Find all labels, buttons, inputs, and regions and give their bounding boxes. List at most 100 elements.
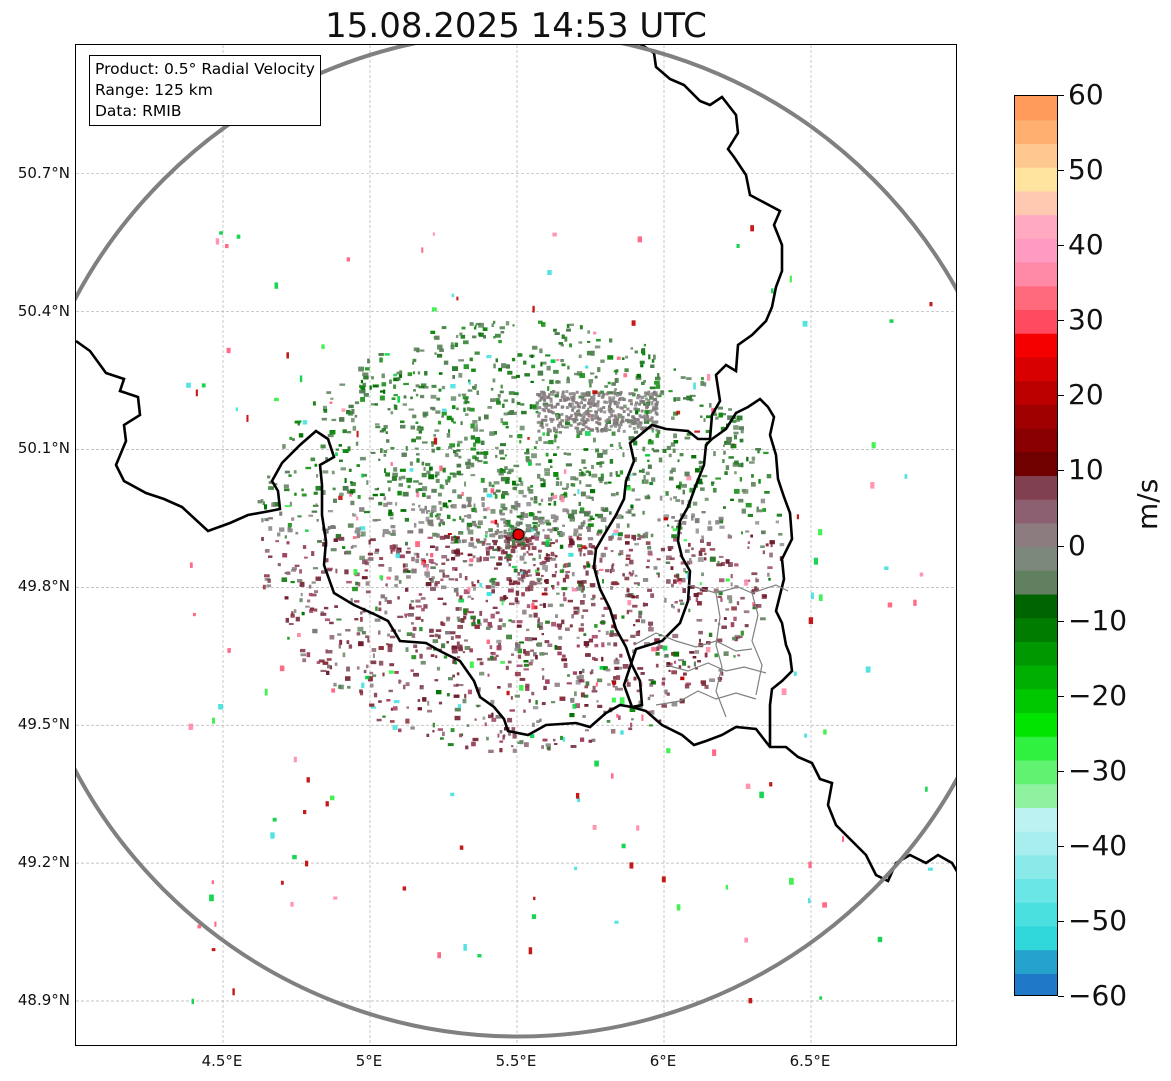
lat-tick-label: 49.5°N (17, 715, 70, 734)
colorbar-tick-label: 30 (1068, 303, 1104, 337)
colorbar-tick-mark (1058, 620, 1064, 622)
velocity-colorbar (1014, 95, 1058, 996)
colorbar-tick-label: 20 (1068, 378, 1104, 412)
admin-border-2 (665, 662, 767, 674)
colorbar-tick-mark (1058, 770, 1064, 772)
colorbar-segment-19 (1015, 522, 1057, 548)
colorbar-segment-2 (1015, 925, 1057, 951)
colorbar-segment-36 (1015, 119, 1057, 145)
lon-tick-label: 5.5°E (495, 1052, 537, 1070)
admin-border-3 (655, 690, 757, 706)
colorbar-segment-30 (1015, 261, 1057, 287)
colorbar-segment-13 (1015, 665, 1057, 690)
lon-tick-label: 6.5°E (789, 1052, 831, 1070)
colorbar-tick-mark (1058, 545, 1064, 547)
colorbar-tick-mark (1058, 395, 1064, 397)
colorbar-tick-label: 10 (1068, 453, 1104, 487)
colorbar-segment-1 (1015, 949, 1057, 974)
colorbar-segment-3 (1015, 902, 1057, 927)
colorbar-tick-label: −10 (1068, 603, 1128, 637)
colorbar-segment-28 (1015, 309, 1057, 334)
colorbar-tick-mark (1058, 170, 1064, 172)
radar-echoes (186, 225, 933, 1005)
colorbar-segment-31 (1015, 238, 1057, 263)
lon-tick-label: 5°E (355, 1052, 383, 1070)
colorbar-tick-label: −60 (1068, 979, 1128, 1012)
map-title: 15.08.2025 14:53 UTC (325, 6, 707, 46)
colorbar-segment-35 (1015, 143, 1057, 168)
colorbar-segment-34 (1015, 167, 1057, 192)
colorbar-segment-22 (1015, 451, 1057, 476)
lat-tick-label: 49.2°N (17, 853, 70, 872)
colorbar-segment-27 (1015, 333, 1057, 358)
colorbar-segment-26 (1015, 356, 1057, 382)
lat-tick-label: 48.9°N (17, 991, 70, 1010)
colorbar-segment-17 (1015, 570, 1057, 595)
colorbar-segment-16 (1015, 593, 1057, 619)
colorbar-tick-mark (1058, 920, 1064, 922)
colorbar-tick-label: 40 (1068, 228, 1104, 262)
range-label: Range: 125 km (95, 81, 213, 99)
colorbar-tick-label: −40 (1068, 828, 1128, 862)
lat-tick-label: 50.4°N (17, 301, 70, 320)
lat-tick-label: 50.7°N (17, 163, 70, 182)
country-border-main (76, 45, 784, 737)
colorbar-tick-mark (1058, 845, 1064, 847)
colorbar-segment-8 (1015, 783, 1057, 808)
colorbar-segment-12 (1015, 688, 1057, 714)
colorbar-segment-0 (1015, 973, 1057, 995)
admin-border-1 (633, 632, 753, 652)
gridlines (76, 45, 956, 1045)
map-canvas (76, 45, 956, 1045)
product-label: Product: 0.5° Radial Velocity (95, 60, 315, 78)
colorbar-tick-label: 50 (1068, 153, 1104, 187)
admin-border-4 (715, 592, 727, 718)
lat-tick-label: 49.8°N (17, 577, 70, 596)
colorbar-tick-mark (1058, 320, 1064, 322)
radar-site-marker (512, 528, 525, 541)
colorbar-segment-32 (1015, 214, 1057, 239)
admin-border-5 (751, 592, 763, 696)
colorbar-segment-24 (1015, 404, 1057, 429)
country-border-south (631, 705, 956, 883)
colorbar-segment-10 (1015, 736, 1057, 761)
colorbar-unit-label: m/s (1131, 478, 1164, 530)
colorbar-segment-23 (1015, 427, 1057, 453)
colorbar-segment-37 (1015, 96, 1057, 121)
lat-tick-label: 50.1°N (17, 439, 70, 458)
colorbar-segment-18 (1015, 546, 1057, 571)
colorbar-segment-25 (1015, 380, 1057, 405)
colorbar-segment-9 (1015, 759, 1057, 785)
colorbar-tick-mark (1058, 996, 1064, 997)
colorbar-segment-14 (1015, 641, 1057, 666)
colorbar-segment-7 (1015, 807, 1057, 832)
colorbar-segment-11 (1015, 712, 1057, 737)
colorbar-tick-label: −20 (1068, 678, 1128, 712)
colorbar-tick-mark (1058, 95, 1064, 96)
colorbar-segment-5 (1015, 854, 1057, 880)
country-border-inner (622, 438, 713, 708)
country-border-east (711, 397, 794, 747)
admin-border-0 (687, 584, 789, 594)
colorbar-tick-mark (1058, 470, 1064, 472)
colorbar-segment-4 (1015, 878, 1057, 903)
colorbar-segment-6 (1015, 831, 1057, 856)
colorbar-segment-15 (1015, 617, 1057, 642)
colorbar-segment-21 (1015, 475, 1057, 500)
data-source-label: Data: RMIB (95, 102, 182, 120)
colorbar-tick-label: −30 (1068, 753, 1128, 787)
colorbar-segment-29 (1015, 285, 1057, 310)
lon-tick-label: 6°E (649, 1052, 677, 1070)
colorbar-segment-33 (1015, 190, 1057, 216)
colorbar-tick-label: 60 (1068, 78, 1104, 111)
colorbar-tick-mark (1058, 695, 1064, 697)
colorbar-tick-mark (1058, 245, 1064, 247)
colorbar-tick-label: −50 (1068, 903, 1128, 937)
colorbar-segment-20 (1015, 499, 1057, 524)
country-borders (76, 45, 956, 883)
product-info-box: Product: 0.5° Radial Velocity Range: 125… (89, 55, 321, 126)
radar-map[interactable] (75, 44, 957, 1046)
range-ring (76, 45, 956, 1039)
lon-tick-label: 4.5°E (201, 1052, 243, 1070)
colorbar-tick-label: 0 (1068, 528, 1086, 562)
